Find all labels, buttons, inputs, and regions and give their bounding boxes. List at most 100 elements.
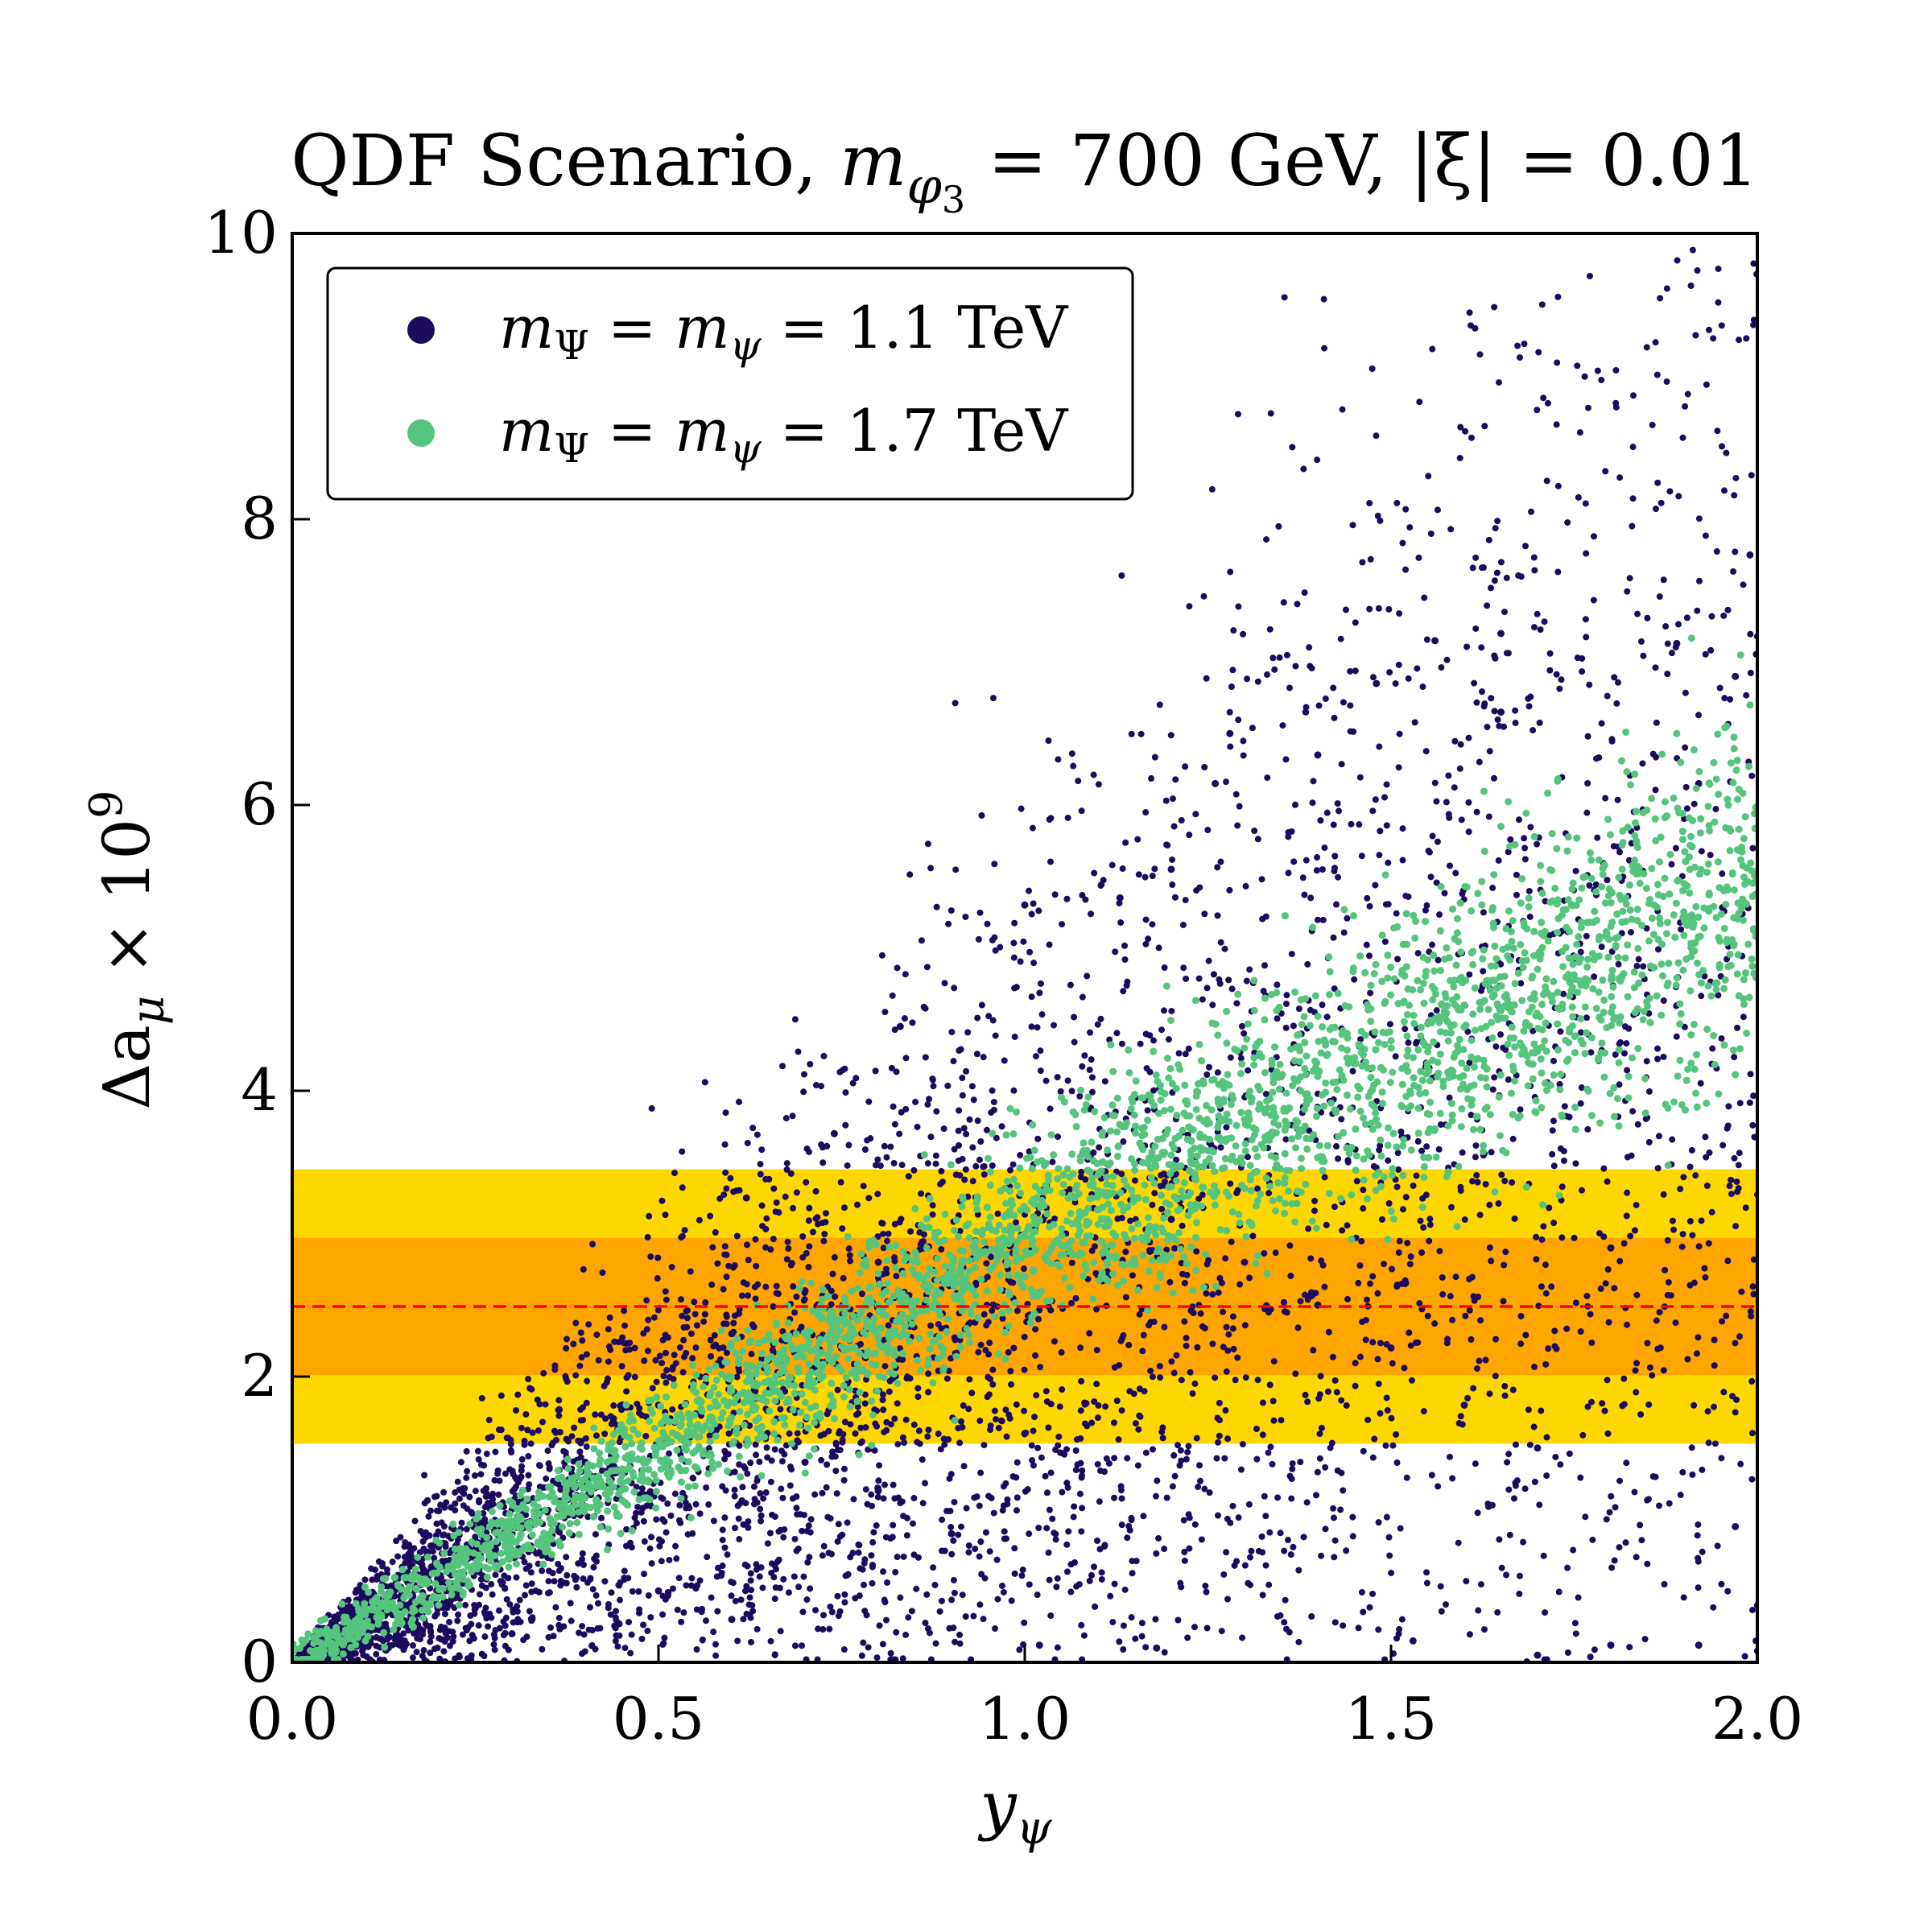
- series-1-point: [1297, 1298, 1304, 1305]
- series-1-point: [1239, 1441, 1246, 1448]
- series-1-point: [443, 1499, 450, 1506]
- series-1-point: [1183, 1342, 1190, 1349]
- series-1-point: [576, 1362, 584, 1369]
- series-1-point: [629, 1587, 636, 1595]
- series-1-point: [807, 1516, 815, 1523]
- series-1-point: [490, 1641, 497, 1648]
- series-1-point: [1163, 1246, 1170, 1253]
- series-1-point: [1542, 1360, 1550, 1368]
- series-1-point: [1509, 1386, 1517, 1393]
- series-1-point: [1714, 1542, 1721, 1550]
- series-1-point: [1088, 1074, 1096, 1081]
- series-2-point: [1742, 969, 1750, 977]
- series-1-point: [959, 1092, 966, 1099]
- series-1-point: [1702, 1274, 1709, 1281]
- series-1-point: [932, 1160, 939, 1167]
- series-1-point: [1221, 945, 1228, 952]
- series-1-point: [1079, 993, 1086, 1001]
- series-1-point: [748, 1638, 755, 1645]
- series-1-point: [747, 1577, 754, 1584]
- series-1-point: [799, 1253, 807, 1261]
- series-1-point: [345, 1596, 352, 1604]
- series-1-point: [891, 1121, 898, 1128]
- series-1-point: [936, 1608, 943, 1615]
- series-1-point: [539, 1645, 546, 1653]
- series-1-point: [793, 1547, 800, 1554]
- series-1-point: [944, 1082, 952, 1089]
- series-1-point: [791, 1535, 799, 1542]
- series-1-point: [1389, 1360, 1396, 1367]
- series-1-point: [579, 1556, 586, 1563]
- series-1-point: [1594, 367, 1601, 374]
- series-1-point: [1371, 1435, 1378, 1443]
- series-1-point: [1416, 1300, 1423, 1307]
- series-1-point: [722, 1109, 729, 1117]
- series-1-point: [1582, 616, 1589, 623]
- series-1-point: [998, 1582, 1005, 1589]
- series-1-point: [1669, 1217, 1676, 1224]
- series-1-point: [1664, 1236, 1671, 1244]
- series-1-point: [1234, 411, 1241, 418]
- series-1-point: [1120, 1646, 1127, 1653]
- series-1-point: [680, 1323, 687, 1331]
- series-1-point: [1540, 394, 1547, 402]
- series-1-point: [1464, 1394, 1472, 1402]
- series-1-point: [619, 1334, 626, 1341]
- series-1-point: [1220, 1344, 1227, 1351]
- series-1-point: [828, 1287, 835, 1294]
- series-1-point: [1281, 1619, 1288, 1626]
- series-1-point: [500, 1632, 507, 1639]
- series-1-point: [636, 1405, 643, 1412]
- series-1-point: [1554, 482, 1562, 489]
- series-1-point: [918, 1190, 925, 1197]
- series-1-point: [1611, 1557, 1618, 1564]
- series-1-point: [1193, 1435, 1200, 1442]
- series-1-point: [409, 1654, 416, 1662]
- series-1-point: [1122, 1294, 1129, 1301]
- series-1-point: [812, 1082, 819, 1089]
- series-1-point: [1274, 1613, 1281, 1620]
- series-1-point: [1181, 1318, 1188, 1325]
- series-1-point: [795, 1048, 802, 1055]
- series-1-point: [820, 1612, 828, 1619]
- series-1-point: [1224, 1435, 1232, 1443]
- series-1-point: [883, 1154, 890, 1161]
- series-1-point: [1458, 816, 1465, 824]
- series-1-point: [1624, 1189, 1631, 1196]
- series-1-point: [1331, 1619, 1339, 1626]
- series-1-point: [1213, 1455, 1220, 1462]
- series-1-point: [1675, 621, 1682, 628]
- series-1-point: [768, 1457, 775, 1464]
- series-1-point: [1286, 684, 1293, 691]
- series-1-point: [1318, 1552, 1325, 1559]
- series-1-point: [1517, 1312, 1525, 1319]
- series-1-point: [1179, 921, 1187, 928]
- series-1-point: [644, 1348, 651, 1355]
- series-1-point: [806, 1204, 813, 1212]
- series-1-point: [1486, 748, 1493, 755]
- series-1-point: [664, 1500, 671, 1507]
- series-1-point: [858, 1290, 865, 1298]
- series-1-point: [922, 1054, 929, 1061]
- series-1-point: [1358, 1237, 1365, 1245]
- series-1-point: [1558, 1183, 1566, 1191]
- series-1-point: [1497, 630, 1505, 638]
- series-1-point: [1711, 1403, 1718, 1410]
- series-1-point: [798, 1323, 805, 1331]
- series-1-point: [730, 1188, 737, 1195]
- series-1-point: [1094, 1021, 1101, 1028]
- series-1-point: [985, 1391, 993, 1398]
- series-1-point: [1111, 1494, 1118, 1501]
- series-1-point: [1318, 1424, 1325, 1431]
- series-1-point: [419, 1563, 426, 1570]
- series-1-point: [1597, 1285, 1604, 1292]
- series-1-point: [1078, 1377, 1085, 1385]
- series-1-point: [1750, 260, 1757, 267]
- series-1-point: [873, 1521, 880, 1529]
- series-1-point: [638, 1635, 646, 1642]
- series-1-point: [1466, 309, 1473, 316]
- series-1-point: [1237, 1055, 1245, 1062]
- series-1-point: [1311, 1208, 1318, 1215]
- series-1-point: [806, 1243, 813, 1250]
- series-1-point: [1406, 1329, 1413, 1336]
